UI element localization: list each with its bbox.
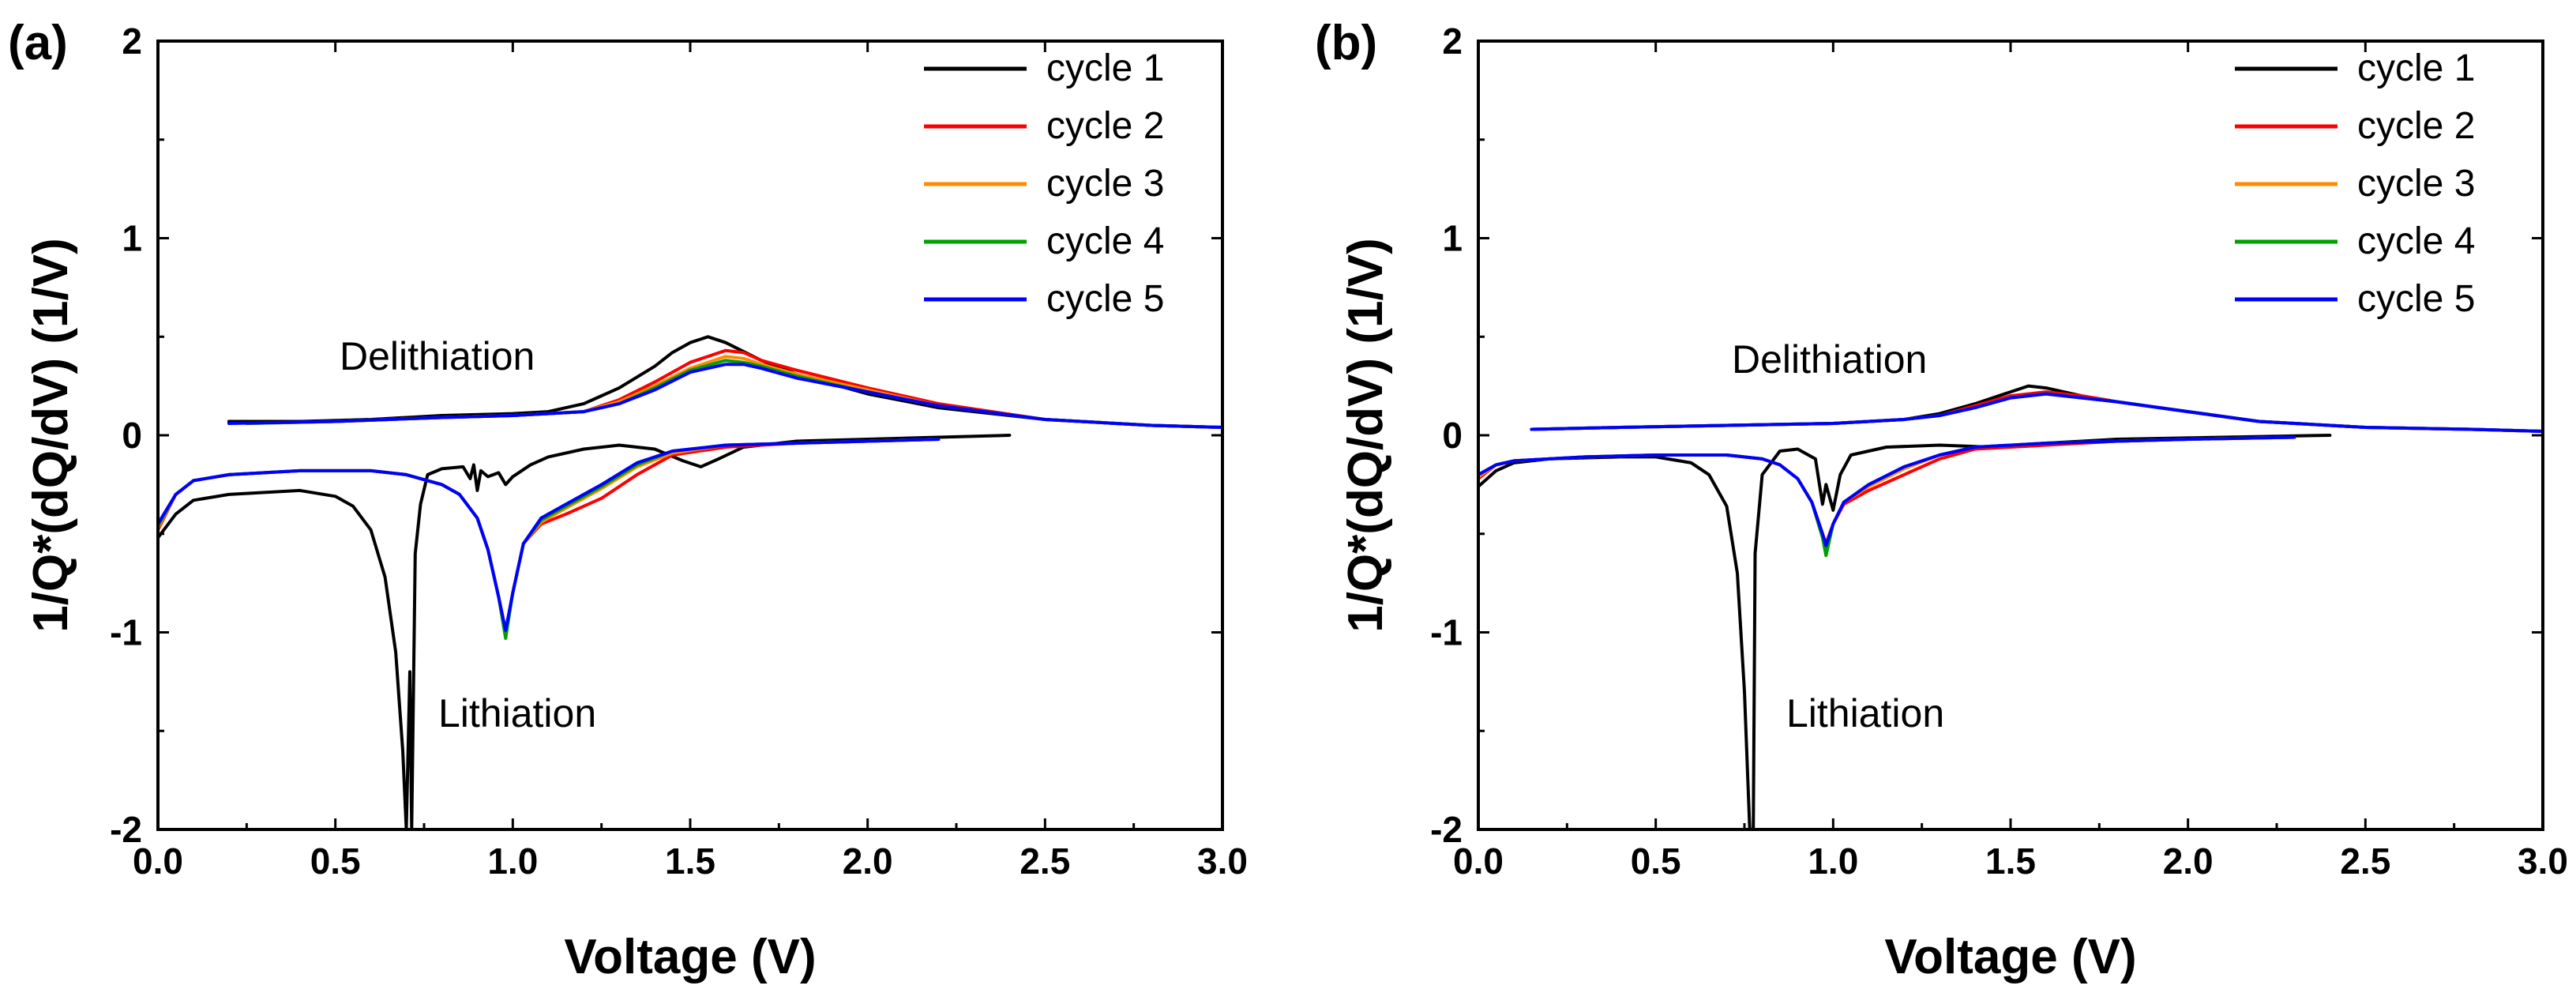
legend: cycle 1 cycle 2 cycle 3 cycle 4 cycle 5: [2235, 47, 2475, 320]
y-tick-label: 1: [122, 218, 142, 259]
legend-label-cycle-5: cycle 5: [1046, 278, 1164, 320]
x-tick-label: 1.0: [487, 841, 538, 882]
x-tick-label: 1.5: [665, 841, 715, 882]
series-line-cycle-5-lithiation: [158, 438, 941, 632]
series-line-cycle-1-lithiation: [1478, 434, 2332, 829]
annotation-delithiation: Delithiation: [1732, 337, 1927, 382]
y-tick-label: 2: [122, 21, 142, 62]
y-axis-title: 1/Q*(dQ/dV) (1/V): [24, 238, 78, 632]
x-tick-label: 0.0: [133, 841, 183, 882]
series-line-cycle-1-lithiation: [158, 434, 1012, 829]
series-line-cycle-2-lithiation: [1478, 435, 2296, 546]
annotation-lithiation: Lithiation: [1786, 691, 1944, 735]
legend: cycle 1 cycle 2 cycle 3 cycle 4 cycle 5: [924, 47, 1164, 320]
series-group: [158, 335, 1222, 829]
legend-label-cycle-5: cycle 5: [2357, 278, 2475, 320]
x-tick-label: 0.0: [1453, 841, 1504, 882]
annotation-delithiation: Delithiation: [340, 334, 535, 378]
series-group: [1478, 384, 2543, 829]
x-tick-label: 3.0: [2518, 841, 2568, 882]
annotation-lithiation: Lithiation: [438, 691, 596, 735]
legend-label-cycle-2: cycle 2: [1046, 105, 1164, 147]
y-axis-title: 1/Q*(dQ/dV) (1/V): [1339, 238, 1393, 632]
panel-label: (a): [8, 16, 68, 70]
x-tick-label: 2.0: [843, 841, 893, 882]
series-line-cycle-2-lithiation: [158, 438, 941, 634]
x-axis-title: Voltage (V): [564, 930, 816, 984]
x-tick-label: 0.5: [310, 841, 361, 882]
legend-label-cycle-4: cycle 4: [2357, 220, 2475, 262]
legend-label-cycle-3: cycle 3: [1046, 163, 1164, 205]
plot-frame: [1477, 39, 2544, 831]
x-tick-label: 1.0: [1808, 841, 1858, 882]
y-tick-label: -1: [110, 612, 142, 653]
series-line-cycle-5-delithiation: [227, 363, 1222, 429]
x-tick-label: 2.0: [2163, 841, 2214, 882]
y-tick-label: -2: [1430, 809, 1463, 850]
y-tick-label: -2: [110, 809, 142, 850]
panel-label: (b): [1315, 16, 1377, 70]
series-line-cycle-3-lithiation: [1478, 435, 2296, 547]
series-line-cycle-3-lithiation: [158, 438, 941, 634]
panel-a: (a) 0.0 0.5 1.0 1.5 2.0 2.5 3.0 2 1 0 -1 -2 Voltage (…: [8, 16, 1248, 984]
x-axis-title: Voltage (V): [1884, 930, 2136, 984]
series-line-cycle-5-lithiation: [1478, 435, 2296, 547]
y-tick-label: 1: [1442, 218, 1463, 259]
y-tick-label: -1: [1430, 612, 1463, 653]
x-tick-label: 0.5: [1631, 841, 1681, 882]
legend-label-cycle-2: cycle 2: [2357, 105, 2475, 147]
y-tick-label: 0: [1442, 415, 1463, 456]
legend-label-cycle-4: cycle 4: [1046, 220, 1164, 262]
x-tick-label: 2.5: [1020, 841, 1070, 882]
series-line-cycle-5-delithiation: [1530, 392, 2543, 433]
x-tick-label: 1.5: [1985, 841, 2036, 882]
y-tick-label: 2: [1442, 21, 1463, 62]
series-line-cycle-1-delithiation: [227, 335, 1222, 429]
plot-frame: [156, 39, 1224, 831]
y-tick-label: 0: [122, 415, 142, 456]
legend-label-cycle-1: cycle 1: [2357, 47, 2475, 89]
series-line-cycle-4-lithiation: [158, 438, 941, 640]
x-tick-label: 3.0: [1197, 841, 1248, 882]
panel-b: (b) 0.0 0.5 1.0 1.5 2.0 2.5 3.0 2 1 0 -1 -2 Voltage (…: [1315, 16, 2568, 984]
legend-label-cycle-3: cycle 3: [2357, 163, 2475, 205]
x-tick-label: 2.5: [2340, 841, 2390, 882]
legend-label-cycle-1: cycle 1: [1046, 47, 1164, 89]
